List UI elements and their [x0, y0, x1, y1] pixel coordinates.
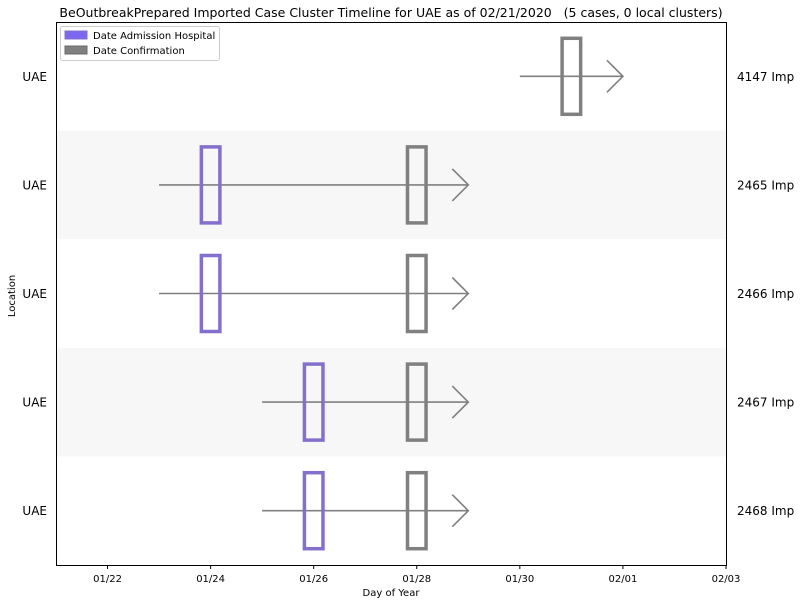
legend-swatch-admission	[64, 30, 88, 40]
confirmation-box	[405, 470, 428, 551]
x-tick-label: 01/24	[196, 574, 225, 585]
x-axis-label: Day of Year	[363, 588, 421, 599]
x-tick-label: 02/01	[609, 574, 638, 585]
timeline-arrowhead	[451, 494, 470, 528]
row-location-label: UAE	[22, 396, 47, 410]
row-labels: UAE 4147 Imp UAE 2465 Imp UAE 2466 Imp UAE 2467…	[22, 70, 794, 518]
confirmation-box	[560, 36, 583, 117]
y-axis-label: Location	[7, 275, 18, 317]
row-location-label: UAE	[22, 287, 47, 301]
admission-box	[199, 253, 222, 334]
x-tick-label: 01/28	[402, 574, 431, 585]
case-marks	[159, 36, 625, 551]
legend-label-admission: Date Admission Hospital	[93, 31, 215, 42]
confirmation-box	[405, 145, 428, 225]
chart-title: BeOutbreakPrepared Imported Case Cluster…	[59, 5, 722, 20]
row-case-label: 2467 Imp	[737, 396, 794, 410]
timeline-arrowhead	[451, 276, 470, 311]
row-case-label: 2466 Imp	[737, 287, 794, 301]
confirmation-box	[405, 253, 428, 334]
timeline-arrowhead	[606, 59, 625, 93]
row-case-label: 2465 Imp	[737, 178, 794, 192]
admission-box	[302, 470, 325, 551]
x-tick-label: 01/30	[505, 574, 534, 585]
confirmation-box	[405, 362, 428, 442]
x-axis-ticks: 01/22 01/24 01/26 01/28 01/30 02/01 02/03	[93, 565, 740, 585]
legend-swatch-confirmation	[64, 45, 88, 55]
x-tick-label: 01/22	[93, 574, 122, 585]
x-tick-label: 01/26	[299, 574, 328, 585]
row-case-label: 2468 Imp	[737, 504, 794, 518]
legend-box	[60, 26, 220, 61]
row-location-label: UAE	[22, 178, 47, 192]
row-location-label: UAE	[22, 504, 47, 518]
admission-box	[302, 362, 325, 442]
row-location-label: UAE	[22, 70, 47, 84]
timeline-arrowhead	[451, 385, 470, 419]
timeline-arrowhead	[451, 168, 470, 202]
admission-box	[199, 145, 222, 225]
legend-label-confirmation: Date Confirmation	[93, 46, 185, 57]
plot-frame	[56, 22, 727, 566]
row-case-label: 4147 Imp	[737, 70, 794, 84]
legend: Date Admission Hospital Date Confirmatio…	[60, 26, 220, 61]
x-tick-label: 02/03	[712, 574, 741, 585]
